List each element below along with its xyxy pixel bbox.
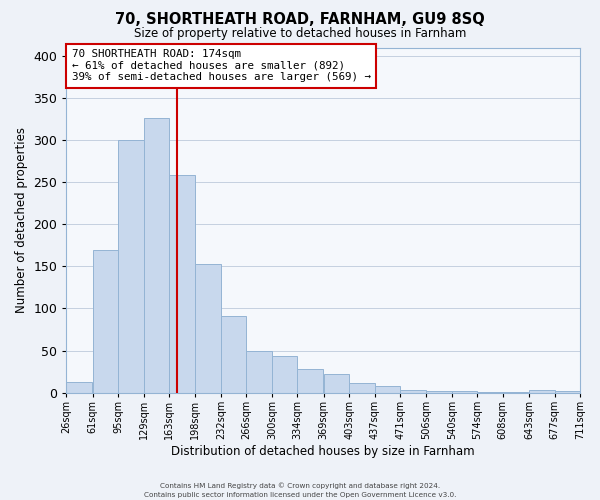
Bar [554,391,580,392]
Bar [272,356,298,392]
Bar [196,264,221,392]
Bar [374,386,400,392]
Bar [452,391,477,392]
Bar [349,384,374,392]
Bar [427,391,452,392]
Bar [529,390,554,392]
Bar [92,250,118,392]
Bar [298,369,323,392]
Text: 70, SHORTHEATH ROAD, FARNHAM, GU9 8SQ: 70, SHORTHEATH ROAD, FARNHAM, GU9 8SQ [115,12,485,28]
Bar [247,350,272,393]
Bar [400,390,425,392]
Y-axis label: Number of detached properties: Number of detached properties [15,127,28,313]
Text: 70 SHORTHEATH ROAD: 174sqm
← 61% of detached houses are smaller (892)
39% of sem: 70 SHORTHEATH ROAD: 174sqm ← 61% of deta… [71,49,371,82]
Text: Contains HM Land Registry data © Crown copyright and database right 2024.: Contains HM Land Registry data © Crown c… [160,482,440,489]
Bar [67,382,92,392]
Bar [323,374,349,392]
Bar [118,140,143,392]
Text: Contains public sector information licensed under the Open Government Licence v3: Contains public sector information licen… [144,492,456,498]
Bar [221,316,247,392]
Bar [143,118,169,392]
Bar [169,176,194,392]
Text: Size of property relative to detached houses in Farnham: Size of property relative to detached ho… [134,28,466,40]
X-axis label: Distribution of detached houses by size in Farnham: Distribution of detached houses by size … [172,444,475,458]
